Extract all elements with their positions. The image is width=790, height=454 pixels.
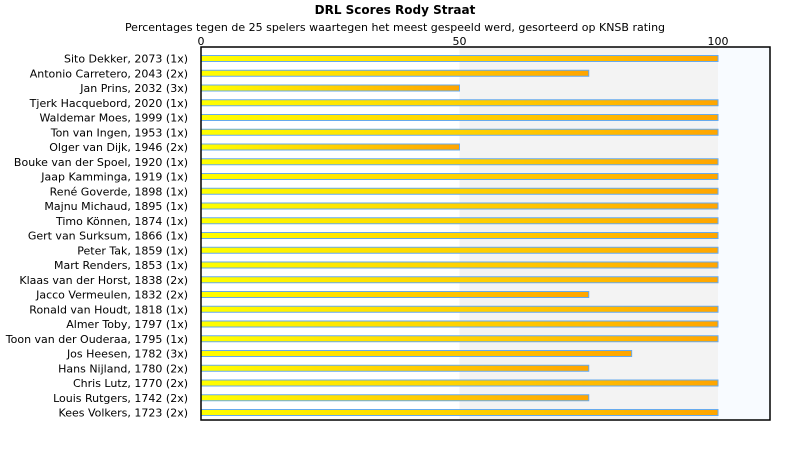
chart-subtitle: Percentages tegen de 25 spelers waartege… [125, 21, 665, 34]
bar [200, 99, 719, 107]
bar [200, 246, 719, 254]
category-label: Bouke van der Spoel, 1920 (1x) [14, 156, 188, 169]
bar [200, 114, 719, 121]
category-label: Klaas van der Horst, 1838 (2x) [19, 274, 188, 287]
category-label: Kees Volkers, 1723 (2x) [59, 407, 188, 420]
category-label: Waldemar Moes, 1999 (1x) [40, 112, 189, 125]
bar [200, 217, 719, 225]
bar [200, 84, 460, 92]
bar [200, 261, 719, 269]
category-label: Tjerk Hacquebord, 2020 (1x) [29, 97, 188, 110]
bar [200, 202, 719, 210]
bar [200, 409, 719, 416]
category-label: René Goverde, 1898 (1x) [50, 185, 188, 198]
bar [200, 350, 633, 357]
category-label: Ronald van Houdt, 1818 (1x) [29, 303, 188, 316]
category-label: Ton van Ingen, 1953 (1x) [50, 126, 188, 139]
category-label: Majnu Michaud, 1895 (1x) [44, 200, 188, 213]
bar [200, 232, 719, 239]
category-label: Olger van Dijk, 1946 (2x) [49, 141, 188, 154]
x-tick-label: 0 [198, 35, 205, 48]
category-label: Peter Tak, 1859 (1x) [77, 244, 188, 257]
bar [200, 55, 719, 62]
category-label: Louis Rutgers, 1742 (2x) [53, 392, 188, 405]
category-label: Antonio Carretero, 2043 (2x) [30, 67, 188, 80]
x-tick-label: 100 [708, 35, 729, 48]
plot-frame [200, 46, 771, 421]
bar [200, 173, 719, 180]
x-tick-label: 50 [453, 35, 467, 48]
category-label: Sito Dekker, 2073 (1x) [64, 53, 188, 66]
bar [200, 158, 719, 166]
bar [200, 69, 590, 77]
bar [200, 291, 590, 298]
bar [200, 320, 719, 328]
category-label: Timo Können, 1874 (1x) [55, 215, 188, 228]
bar [200, 394, 590, 402]
bar [200, 187, 719, 195]
bar [200, 276, 719, 284]
category-label: Jaap Kamminga, 1919 (1x) [40, 171, 188, 184]
category-label: Almer Toby, 1797 (1x) [66, 318, 188, 331]
bar [200, 335, 719, 343]
category-label: Mart Renders, 1853 (1x) [54, 259, 188, 272]
category-label: Toon van der Ouderaa, 1795 (1x) [5, 333, 188, 346]
bar [200, 128, 719, 136]
category-label: Gert van Surksum, 1866 (1x) [28, 230, 188, 243]
category-label: Hans Nijland, 1780 (2x) [58, 362, 188, 375]
category-label: Jan Prins, 2032 (3x) [79, 82, 188, 95]
category-label: Chris Lutz, 1770 (2x) [73, 377, 188, 390]
band-over-100 [718, 47, 770, 420]
bar [200, 364, 590, 372]
bar [200, 379, 719, 387]
bar [200, 143, 460, 151]
chart-title: DRL Scores Rody Straat [315, 3, 476, 17]
category-label: Jos Heesen, 1782 (3x) [66, 348, 188, 361]
bar [200, 305, 719, 313]
category-label: Jacco Vermeulen, 1832 (2x) [35, 289, 188, 302]
